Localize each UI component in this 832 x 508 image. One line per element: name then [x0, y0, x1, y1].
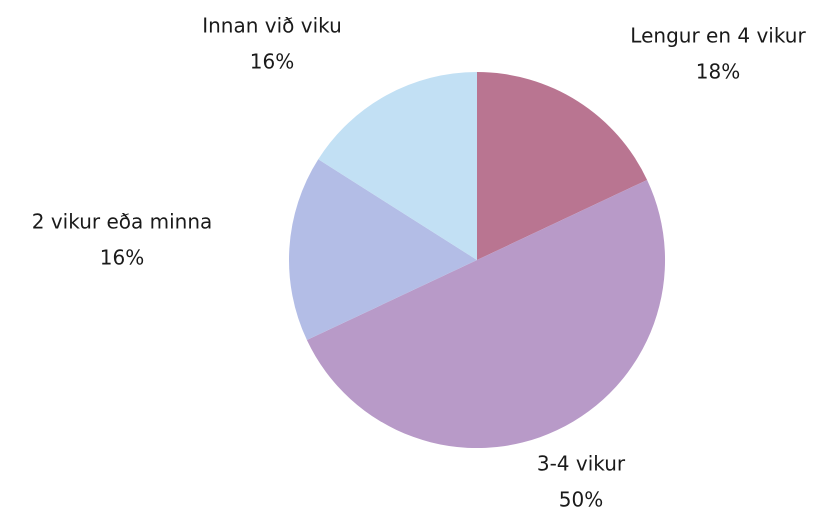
slice-label: Innan við viku [202, 14, 342, 38]
slice-label: Lengur en 4 vikur [630, 24, 806, 48]
slice-value-label: 16% [100, 246, 144, 270]
slice-value-label: 16% [250, 50, 294, 74]
pie-slice [289, 159, 477, 341]
slice-value-label: 18% [696, 60, 740, 84]
slice-label: 2 vikur eða minna [32, 210, 213, 234]
pie-slice [477, 72, 648, 260]
slice-value-label: 50% [559, 488, 603, 508]
pie-slice [306, 179, 666, 449]
slice-label: 3-4 vikur [537, 452, 626, 476]
pie-slice [318, 71, 477, 260]
